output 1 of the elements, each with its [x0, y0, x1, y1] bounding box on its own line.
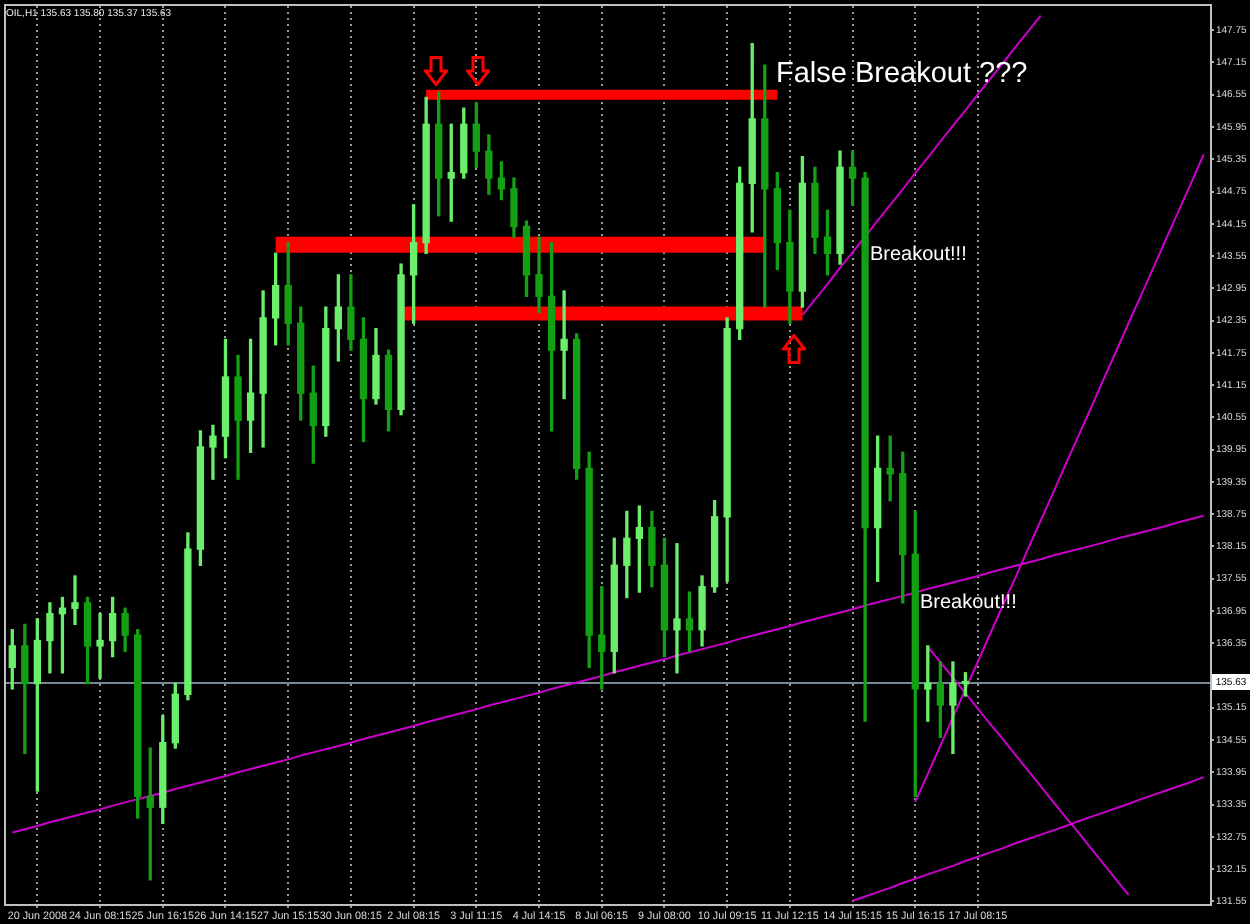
annotation: Breakout!!! — [870, 243, 967, 266]
